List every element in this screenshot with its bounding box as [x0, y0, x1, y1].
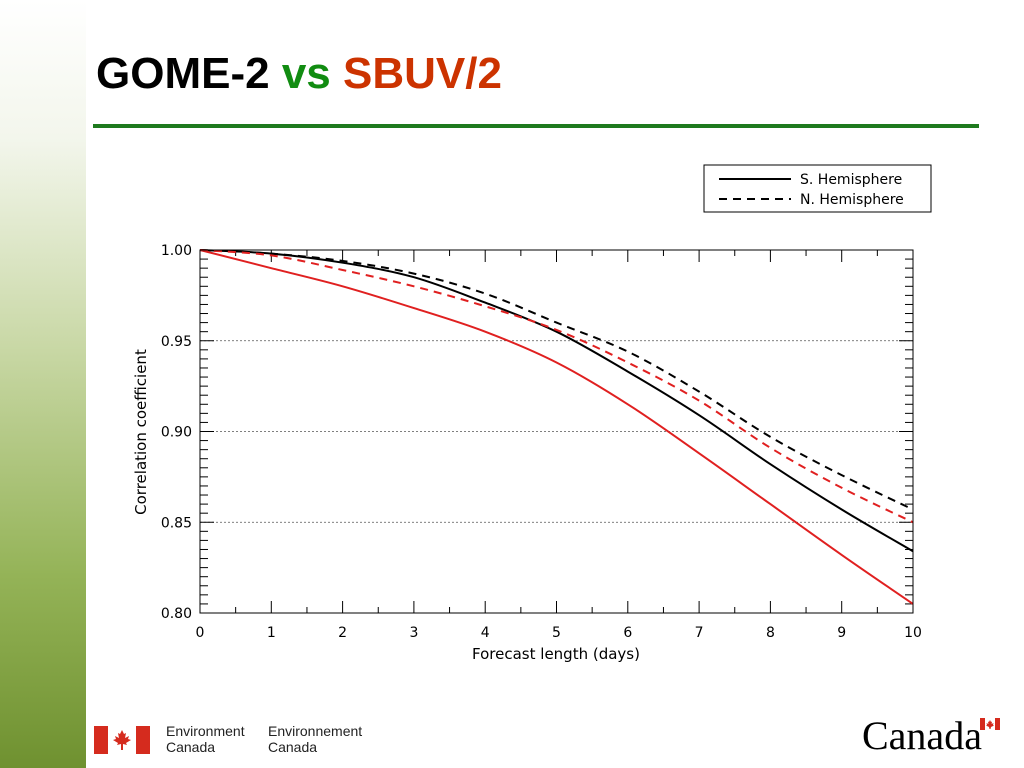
side-gradient-band — [0, 0, 86, 768]
x-tick-label-9: 9 — [837, 625, 846, 641]
series-line-black-dashed — [199, 249, 914, 511]
legend-label-s-hemisphere: S. Hemisphere — [800, 172, 902, 188]
grid-lines — [200, 340, 913, 523]
signature-french: Environnement Canada — [268, 723, 362, 755]
series-line-red-solid — [199, 249, 914, 605]
y-tick-label-2: 0.90 — [161, 425, 192, 441]
title-underline — [93, 124, 979, 128]
signature-en-line2: Canada — [166, 739, 216, 755]
series-line-red-dashed — [199, 249, 914, 524]
title-gome2: GOME-2 — [96, 49, 270, 98]
x-tick-label-1: 1 — [267, 625, 276, 641]
y-tick-label-3: 0.95 — [161, 334, 192, 350]
y-tick-label-1: 0.85 — [161, 515, 192, 531]
wordmark-flag-icon — [980, 718, 1000, 730]
x-axis-label: Forecast length (days) — [472, 645, 640, 663]
axis-ticks — [199, 249, 914, 614]
maple-leaf-icon — [113, 730, 131, 750]
plot-frame — [199, 249, 914, 614]
title-sbuv2: SBUV/2 — [343, 49, 502, 98]
x-tick-label-0: 0 — [196, 625, 205, 641]
legend-box — [703, 164, 932, 213]
signature-english: Environment Canada — [166, 723, 245, 755]
x-tick-label-8: 8 — [766, 625, 775, 641]
series-line-black-solid — [199, 249, 914, 553]
x-tick-label-2: 2 — [338, 625, 347, 641]
y-tick-label-4: 1.00 — [161, 243, 192, 259]
signature-en-line1: Environment — [166, 723, 245, 739]
x-tick-label-10: 10 — [904, 625, 922, 641]
legend-label-n-hemisphere: N. Hemisphere — [800, 192, 904, 208]
x-tick-label-5: 5 — [552, 625, 561, 641]
x-tick-label-7: 7 — [695, 625, 704, 641]
series-lines — [199, 249, 914, 605]
title-vs: vs — [281, 49, 331, 98]
x-tick-label-6: 6 — [623, 625, 632, 641]
flag-bar-left — [94, 726, 108, 754]
flag-bar-right — [136, 726, 150, 754]
x-tick-label-4: 4 — [481, 625, 490, 641]
y-axis-label: Correlation coefficient — [132, 349, 150, 515]
slide-title: GOME-2 vs SBUV/2 — [96, 46, 502, 102]
canada-wordmark: Canada — [862, 713, 982, 758]
flag-center — [108, 726, 136, 754]
legend: S. Hemisphere N. Hemisphere — [703, 164, 932, 213]
tick-labels: 0.80 0.85 0.90 0.95 1.00 0 1 2 3 4 5 6 7 8 9 10 — [161, 243, 922, 641]
signature-fr-line1: Environnement — [268, 723, 363, 739]
x-tick-label-3: 3 — [409, 625, 418, 641]
canada-flag-icon — [94, 726, 150, 754]
y-tick-label-0: 0.80 — [161, 606, 192, 622]
signature-fr-line2: Canada — [268, 739, 318, 755]
